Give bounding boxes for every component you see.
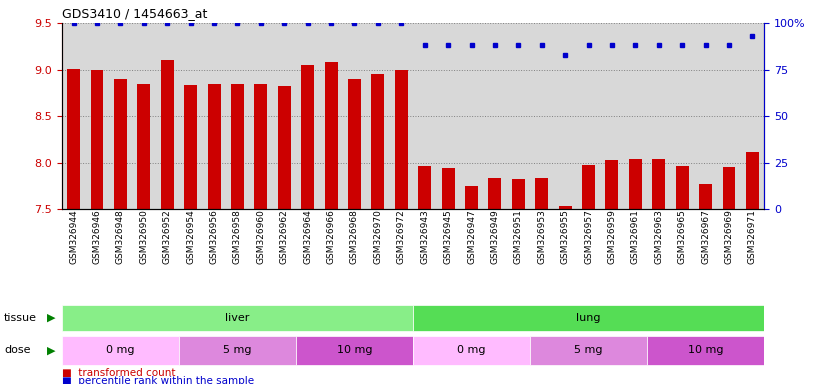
Bar <box>348 79 361 209</box>
Text: GDS3410 / 1454663_at: GDS3410 / 1454663_at <box>62 7 207 20</box>
Text: GSM326943: GSM326943 <box>420 209 430 264</box>
Text: GSM326949: GSM326949 <box>491 209 500 264</box>
Text: 5 mg: 5 mg <box>223 345 252 356</box>
Text: lung: lung <box>577 313 601 323</box>
Text: GSM326952: GSM326952 <box>163 209 172 264</box>
Text: GSM326966: GSM326966 <box>326 209 335 264</box>
Text: GSM326972: GSM326972 <box>396 209 406 264</box>
Text: GSM326965: GSM326965 <box>677 209 686 264</box>
Bar <box>605 160 619 209</box>
Text: ▶: ▶ <box>47 345 55 356</box>
Bar <box>582 165 595 209</box>
Bar <box>558 207 572 209</box>
Bar <box>161 60 173 209</box>
Bar <box>699 184 712 209</box>
Bar <box>278 86 291 209</box>
Bar <box>535 178 548 209</box>
Text: GSM326956: GSM326956 <box>210 209 219 264</box>
Bar <box>746 152 759 209</box>
Text: dose: dose <box>4 345 31 356</box>
Text: GSM326968: GSM326968 <box>350 209 359 264</box>
Bar <box>629 159 642 209</box>
Text: ■  percentile rank within the sample: ■ percentile rank within the sample <box>62 376 254 384</box>
Text: GSM326967: GSM326967 <box>701 209 710 264</box>
Bar <box>114 79 127 209</box>
Text: GSM326951: GSM326951 <box>514 209 523 264</box>
Bar <box>254 84 268 209</box>
Bar <box>301 65 314 209</box>
Bar <box>179 336 296 365</box>
Bar <box>653 159 665 209</box>
Text: GSM326962: GSM326962 <box>280 209 289 264</box>
Text: ▶: ▶ <box>47 313 55 323</box>
Bar <box>67 69 80 209</box>
Text: GSM326963: GSM326963 <box>654 209 663 264</box>
Bar <box>530 336 647 365</box>
Text: GSM326964: GSM326964 <box>303 209 312 264</box>
Text: GSM326971: GSM326971 <box>748 209 757 264</box>
Text: GSM326959: GSM326959 <box>607 209 616 264</box>
Bar <box>395 70 408 209</box>
Text: 0 mg: 0 mg <box>107 345 135 356</box>
Text: GSM326953: GSM326953 <box>537 209 546 264</box>
Text: 10 mg: 10 mg <box>688 345 724 356</box>
Bar <box>418 166 431 209</box>
Bar <box>465 186 478 209</box>
Bar <box>647 336 764 365</box>
Text: 10 mg: 10 mg <box>337 345 373 356</box>
Text: GSM326970: GSM326970 <box>373 209 382 264</box>
Bar <box>512 179 525 209</box>
Text: liver: liver <box>225 313 249 323</box>
Text: 0 mg: 0 mg <box>458 345 486 356</box>
Text: GSM326945: GSM326945 <box>444 209 453 264</box>
Bar <box>723 167 735 209</box>
Bar <box>184 85 197 209</box>
Bar <box>413 305 764 331</box>
Bar <box>91 70 103 209</box>
Bar <box>413 336 530 365</box>
Text: 5 mg: 5 mg <box>574 345 603 356</box>
Bar <box>62 336 179 365</box>
Text: GSM326946: GSM326946 <box>93 209 102 264</box>
Text: GSM326954: GSM326954 <box>186 209 195 264</box>
Text: GSM326948: GSM326948 <box>116 209 125 264</box>
Text: tissue: tissue <box>4 313 37 323</box>
Bar <box>207 84 221 209</box>
Bar <box>488 178 501 209</box>
Bar <box>325 62 338 209</box>
Text: GSM326955: GSM326955 <box>561 209 570 264</box>
Text: GSM326961: GSM326961 <box>631 209 640 264</box>
Bar <box>372 74 384 209</box>
Text: GSM326969: GSM326969 <box>724 209 733 264</box>
Text: GSM326957: GSM326957 <box>584 209 593 264</box>
Bar <box>137 84 150 209</box>
Text: GSM326947: GSM326947 <box>467 209 476 264</box>
Bar <box>62 305 413 331</box>
Text: GSM326944: GSM326944 <box>69 209 78 264</box>
Text: GSM326950: GSM326950 <box>140 209 149 264</box>
Text: GSM326958: GSM326958 <box>233 209 242 264</box>
Bar <box>296 336 413 365</box>
Bar <box>231 84 244 209</box>
Text: GSM326960: GSM326960 <box>256 209 265 264</box>
Text: ■  transformed count: ■ transformed count <box>62 368 175 378</box>
Bar <box>442 168 454 209</box>
Bar <box>676 166 689 209</box>
